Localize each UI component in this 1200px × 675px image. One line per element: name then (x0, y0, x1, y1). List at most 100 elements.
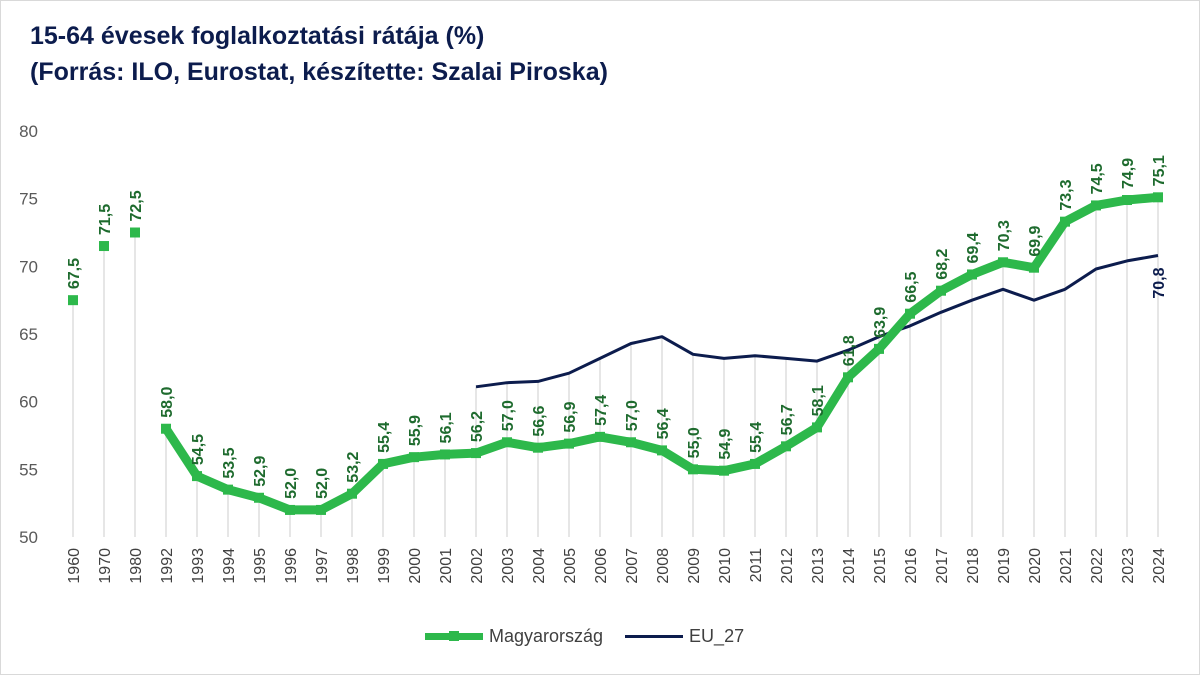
data-label-hungary: 68,2 (934, 248, 951, 279)
data-label-hungary: 57,0 (624, 400, 641, 431)
data-point-hungary (99, 241, 109, 252)
data-label-eu: 70,8 (1151, 267, 1168, 298)
legend-item-eu: EU_27 (625, 626, 744, 647)
data-point-hungary (1153, 192, 1163, 203)
data-point-hungary (688, 464, 698, 475)
data-point-hungary (192, 471, 202, 482)
x-tick-label: 2016 (903, 548, 920, 584)
data-point-hungary (68, 295, 78, 306)
x-tick-label: 2001 (438, 548, 455, 584)
x-tick-label: 2022 (1089, 548, 1106, 584)
x-tick-label: 2005 (562, 548, 579, 584)
x-tick-label: 1997 (314, 548, 331, 584)
data-point-hungary (1060, 216, 1070, 227)
data-point-hungary (564, 438, 574, 449)
data-point-hungary (285, 504, 295, 515)
y-tick-label: 80 (19, 122, 38, 141)
x-tick-label: 1980 (128, 548, 145, 584)
x-tick-label: 1970 (97, 548, 114, 584)
data-label-hungary: 54,9 (717, 428, 734, 459)
data-point-hungary (843, 372, 853, 383)
x-tick-label: 2008 (655, 548, 672, 584)
data-label-hungary: 55,0 (686, 427, 703, 458)
data-point-hungary (471, 448, 481, 459)
y-tick-label: 55 (19, 460, 38, 479)
data-point-hungary (254, 492, 264, 503)
data-label-hungary: 56,7 (779, 404, 796, 435)
data-label-hungary: 71,5 (97, 204, 114, 235)
data-label-hungary: 57,0 (500, 400, 517, 431)
legend: Magyarország EU_27 (425, 626, 744, 647)
x-tick-label: 1960 (66, 548, 83, 584)
x-tick-label: 1998 (345, 548, 362, 584)
data-point-hungary (626, 437, 636, 448)
x-tick-label: 2002 (469, 548, 486, 584)
data-point-hungary (595, 431, 605, 442)
data-label-hungary: 70,3 (996, 220, 1013, 251)
legend-swatch-hungary (425, 631, 483, 641)
data-point-hungary (161, 423, 171, 434)
data-label-hungary: 74,5 (1089, 163, 1106, 194)
data-point-hungary (750, 458, 760, 469)
x-tick-label: 1993 (190, 548, 207, 584)
x-tick-label: 2007 (624, 548, 641, 584)
data-label-hungary: 54,5 (190, 434, 207, 465)
data-point-hungary (1029, 262, 1039, 273)
data-label-hungary: 52,0 (283, 468, 300, 499)
data-label-hungary: 52,9 (252, 456, 269, 487)
data-label-hungary: 55,4 (748, 422, 765, 453)
data-point-hungary (378, 458, 388, 469)
data-label-hungary: 53,5 (221, 447, 238, 478)
data-point-hungary (1122, 195, 1132, 206)
data-label-hungary: 56,9 (562, 401, 579, 432)
x-tick-label: 2015 (872, 548, 889, 584)
x-tick-label: 1992 (159, 548, 176, 584)
data-point-hungary (967, 269, 977, 280)
x-tick-label: 2021 (1058, 548, 1075, 584)
x-tick-label: 1999 (376, 548, 393, 584)
legend-swatch-eu (625, 635, 684, 638)
data-label-hungary: 56,1 (438, 412, 455, 443)
x-tick-label: 2017 (934, 548, 951, 584)
x-tick-label: 2023 (1120, 548, 1137, 584)
x-tick-label: 2012 (779, 548, 796, 584)
y-tick-label: 60 (19, 393, 38, 412)
y-tick-label: 70 (19, 257, 38, 276)
data-label-hungary: 75,1 (1151, 155, 1168, 186)
data-point-hungary (874, 343, 884, 354)
legend-label-eu: EU_27 (689, 626, 745, 646)
data-label-hungary: 67,5 (66, 258, 83, 289)
data-label-hungary: 72,5 (128, 190, 145, 221)
x-tick-label: 2020 (1027, 548, 1044, 584)
legend-label-hungary: Magyarország (489, 626, 604, 646)
data-label-hungary: 61,8 (841, 335, 858, 366)
data-label-hungary: 55,9 (407, 415, 424, 446)
x-tick-label: 2003 (500, 548, 517, 584)
x-tick-label: 2006 (593, 548, 610, 584)
data-point-hungary (502, 437, 512, 448)
data-label-hungary: 74,9 (1120, 158, 1137, 189)
x-tick-label: 2004 (531, 548, 548, 584)
data-point-hungary (812, 422, 822, 433)
data-point-hungary (440, 449, 450, 460)
data-point-hungary (1091, 200, 1101, 211)
x-tick-label: 2014 (841, 548, 858, 584)
data-label-hungary: 66,5 (903, 271, 920, 302)
y-tick-label: 50 (19, 528, 38, 547)
data-label-hungary: 56,6 (531, 405, 548, 436)
chart-title-line1: 15-64 évesek foglalkoztatási rátája (%) (30, 22, 485, 50)
data-label-hungary: 63,9 (872, 307, 889, 338)
data-point-hungary (719, 465, 729, 476)
data-point-hungary (657, 445, 667, 456)
data-point-hungary (347, 488, 357, 499)
x-tick-label: 1995 (252, 548, 269, 584)
x-tick-label: 2009 (686, 548, 703, 584)
data-point-hungary (998, 257, 1008, 268)
y-tick-label: 65 (19, 325, 38, 344)
data-label-hungary: 58,1 (810, 385, 827, 416)
data-point-hungary (130, 227, 140, 238)
chart-subtitle: (Forrás: ILO, Eurostat, készítette: Szal… (30, 58, 608, 86)
data-point-hungary (781, 441, 791, 452)
legend-item-hungary: Magyarország (425, 626, 603, 647)
